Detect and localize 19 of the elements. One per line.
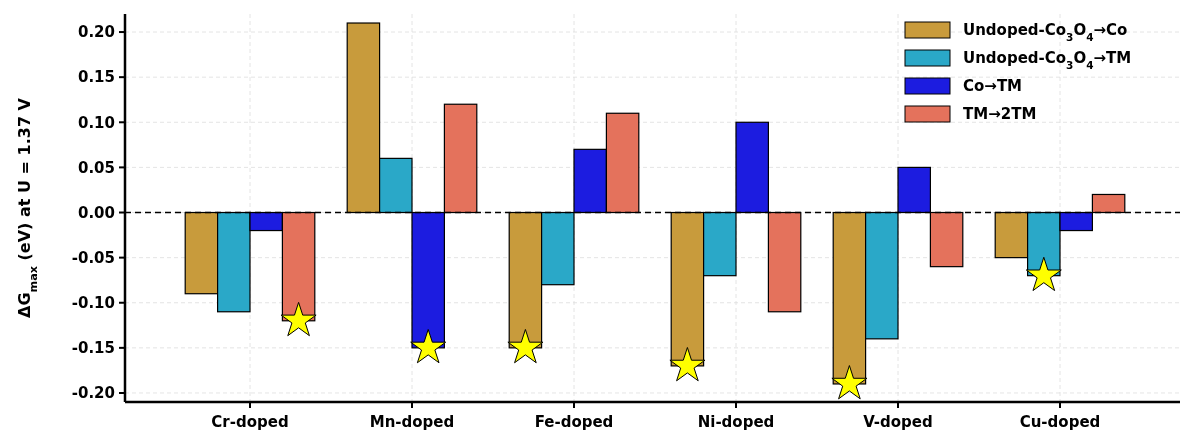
legend-label: Undoped-Co$_{3}$O$_{4}$→Co (963, 21, 1128, 44)
y-tick-label: 0.05 (77, 158, 115, 177)
x-tick-label: Mn-doped (369, 413, 455, 431)
y-tick-label: 0.20 (77, 23, 115, 42)
y-tick-label: 0.15 (77, 68, 115, 87)
y-tick-label: 0.10 (77, 113, 115, 132)
x-tick-label: Fe-doped (534, 413, 614, 431)
y-tick-label: -0.20 (71, 384, 115, 403)
legend-label: Co→TM (963, 77, 1023, 96)
legend-label: TM→2TM (963, 105, 1037, 124)
x-tick-label: Cu-doped (1019, 413, 1101, 431)
x-tick-label: Cr-doped (211, 413, 289, 431)
y-tick-label: -0.05 (71, 248, 115, 267)
legend-label: Undoped-Co$_{3}$O$_{4}$→TM (963, 49, 1132, 72)
x-tick-label: Ni-doped (697, 413, 775, 431)
x-tick-label: V-doped (863, 413, 933, 431)
y-tick-label: -0.15 (71, 339, 115, 358)
y-tick-label: -0.10 (71, 293, 115, 312)
y-tick-label: 0.00 (77, 203, 115, 222)
